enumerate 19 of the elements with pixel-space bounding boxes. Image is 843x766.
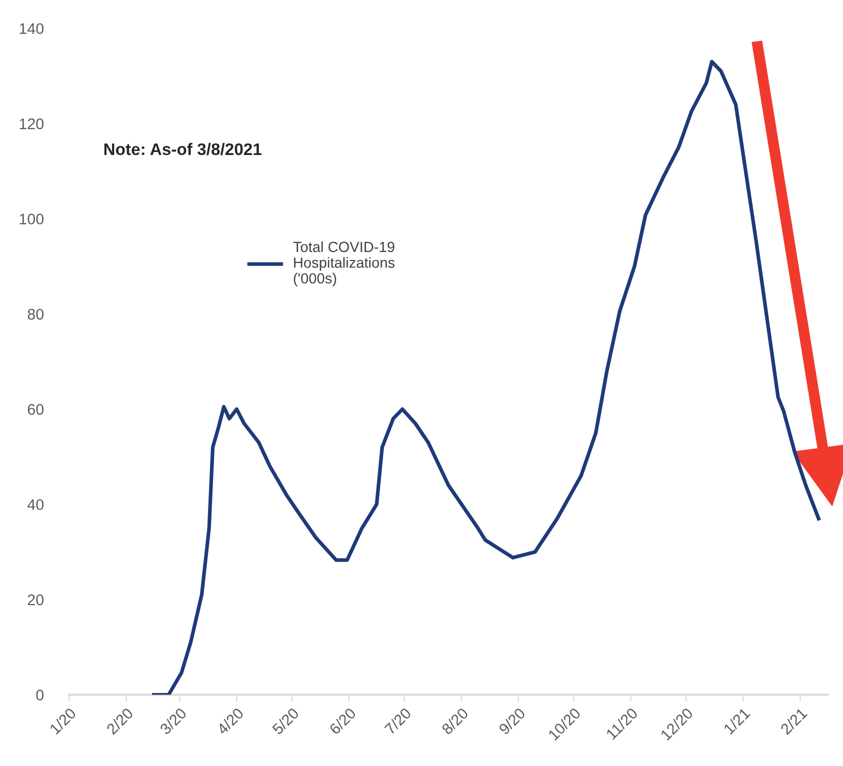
y-tick-label: 40 [27, 499, 44, 510]
x-tick-label: 3/20 [159, 706, 188, 736]
y-tick-label: 20 [28, 594, 44, 606]
x-tick-label: 4/20 [216, 706, 244, 736]
x-tick-label: 5/20 [271, 706, 300, 736]
y-tick-label: 120 [20, 118, 44, 130]
y-tick-label: 100 [20, 214, 44, 224]
y-tick-label: 140 [20, 23, 44, 34]
x-tick-label: 6/20 [328, 706, 357, 735]
legend-label: Total COVID-19 Hospitalizations ('000s) [293, 241, 395, 286]
x-tick-label: 9/20 [498, 706, 526, 736]
line-series [152, 60, 820, 695]
annotation: Note: As-of 3/8/2021 [104, 142, 262, 156]
y-tick-label: 60 [28, 404, 44, 415]
x-tick-label: 7/20 [384, 706, 412, 735]
x-tick-label: 1/21 [722, 707, 751, 735]
y-tick-label: 80 [28, 308, 44, 320]
y-tick-label: 0 [36, 690, 44, 700]
x-tick-label: 8/20 [440, 706, 469, 736]
